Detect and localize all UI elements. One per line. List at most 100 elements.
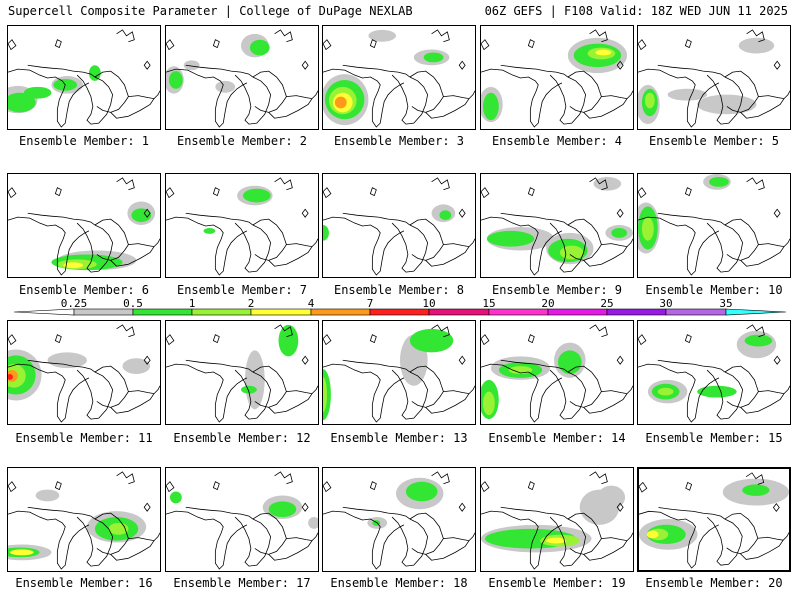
scp-contour (241, 385, 257, 394)
scp-contour (8, 92, 36, 113)
great-lakes-basemap (638, 29, 790, 128)
ensemble-member-map-3 (322, 25, 476, 130)
scp-contour (697, 94, 757, 115)
scp-contour (405, 481, 438, 502)
great-lakes-basemap (8, 471, 160, 570)
scp-contour (122, 358, 151, 374)
scp-contours (166, 33, 270, 94)
colorbar-tick-label: 0.5 (123, 297, 143, 310)
scp-contours (647, 330, 777, 404)
scp-contour (88, 65, 101, 81)
scp-contour (742, 484, 770, 496)
colorbar-tick-label: 35 (719, 297, 733, 310)
great-lakes-basemap (166, 29, 318, 128)
great-lakes-basemap (481, 471, 633, 570)
great-lakes-basemap (8, 177, 160, 276)
scp-contour (439, 210, 452, 221)
scp-contour (482, 391, 495, 416)
scp-contour (557, 350, 582, 374)
member-label: Ensemble Member: 16 (15, 576, 153, 590)
scp-contour (593, 176, 622, 191)
great-lakes-basemap (638, 177, 790, 276)
scp-contour (323, 225, 329, 241)
member-label: Ensemble Member: 3 (333, 134, 465, 148)
ensemble-member-map-9 (480, 173, 634, 278)
great-lakes-basemap (638, 324, 790, 423)
great-lakes-basemap (481, 324, 633, 423)
scp-contour (23, 86, 52, 99)
ensemble-member-map-11 (7, 320, 161, 425)
member-label: Ensemble Member: 18 (330, 576, 468, 590)
ensemble-member-map-13 (322, 320, 476, 425)
great-lakes-basemap (481, 177, 633, 276)
colorbar-tick-label: 0.25 (60, 297, 88, 310)
ensemble-member-map-18 (322, 467, 476, 572)
scp-contour (47, 352, 87, 369)
scp-contour (308, 517, 318, 529)
ensemble-member-map-6 (7, 173, 161, 278)
ensemble-member-map-8 (322, 173, 476, 278)
scp-contour (644, 92, 655, 109)
great-lakes-basemap (8, 29, 160, 128)
scp-contours (481, 485, 626, 553)
scp-contour (595, 49, 612, 56)
member-label: Ensemble Member: 9 (491, 283, 623, 297)
scp-contours (481, 342, 586, 420)
scp-contour (244, 350, 265, 410)
colorbar-tick-label: 15 (482, 297, 496, 310)
ensemble-member-map-17 (165, 467, 319, 572)
member-label: Ensemble Member: 8 (333, 283, 465, 297)
scp-contours (481, 37, 628, 123)
scp-contour (242, 188, 271, 203)
colorbar-tick-label: 10 (422, 297, 436, 310)
scp-contours (367, 477, 444, 529)
scp-contours (8, 489, 147, 561)
scp-contour (738, 37, 775, 54)
colorbar-segment (250, 308, 312, 316)
scp-contours (638, 174, 731, 254)
colorbar-segment (488, 308, 549, 316)
scp-contours (8, 65, 101, 114)
colorbar-tick-label: 25 (600, 297, 614, 310)
ensemble-member-map-7 (165, 173, 319, 278)
colorbar-segment (369, 308, 430, 316)
scp-contour (168, 71, 183, 89)
scp-contour (611, 227, 628, 238)
member-label: Ensemble Member: 12 (173, 431, 311, 445)
scp-contour (323, 376, 327, 413)
scp-contour (486, 230, 535, 247)
great-lakes-basemap (323, 177, 475, 276)
colorbar-segment (606, 308, 667, 316)
colorbar-segment (547, 308, 608, 316)
scp-contour (334, 96, 347, 109)
scp-contour (409, 328, 454, 353)
colorbar-tick-label: 4 (307, 297, 315, 310)
scp-contour (559, 245, 584, 260)
colorbar-segment (665, 308, 727, 316)
scp-contour (368, 29, 397, 42)
scp-contour (169, 491, 182, 504)
scp-contour (646, 530, 659, 539)
colorbar-tick-label: 2 (247, 297, 255, 310)
scp-contour (203, 227, 216, 234)
member-label: Ensemble Member: 13 (330, 431, 468, 445)
great-lakes-basemap (323, 324, 475, 423)
scp-contour (641, 217, 654, 241)
scp-contour (249, 39, 270, 56)
member-label: Ensemble Member: 5 (648, 134, 780, 148)
scp-contour (597, 485, 626, 510)
scp-contour (183, 60, 200, 71)
scp-contours (169, 491, 318, 529)
scp-contour (63, 262, 84, 269)
ensemble-member-map-1 (7, 25, 161, 130)
great-lakes-basemap (639, 472, 789, 569)
scp-contours (8, 349, 151, 401)
ensemble-member-map-16 (7, 467, 161, 572)
scp-contours (323, 328, 454, 421)
great-lakes-basemap (8, 324, 160, 423)
scp-contour (8, 373, 13, 380)
scp-contours (323, 29, 450, 126)
member-label: Ensemble Member: 4 (491, 134, 623, 148)
scp-contours (203, 185, 273, 234)
member-label: Ensemble Member: 1 (18, 134, 150, 148)
